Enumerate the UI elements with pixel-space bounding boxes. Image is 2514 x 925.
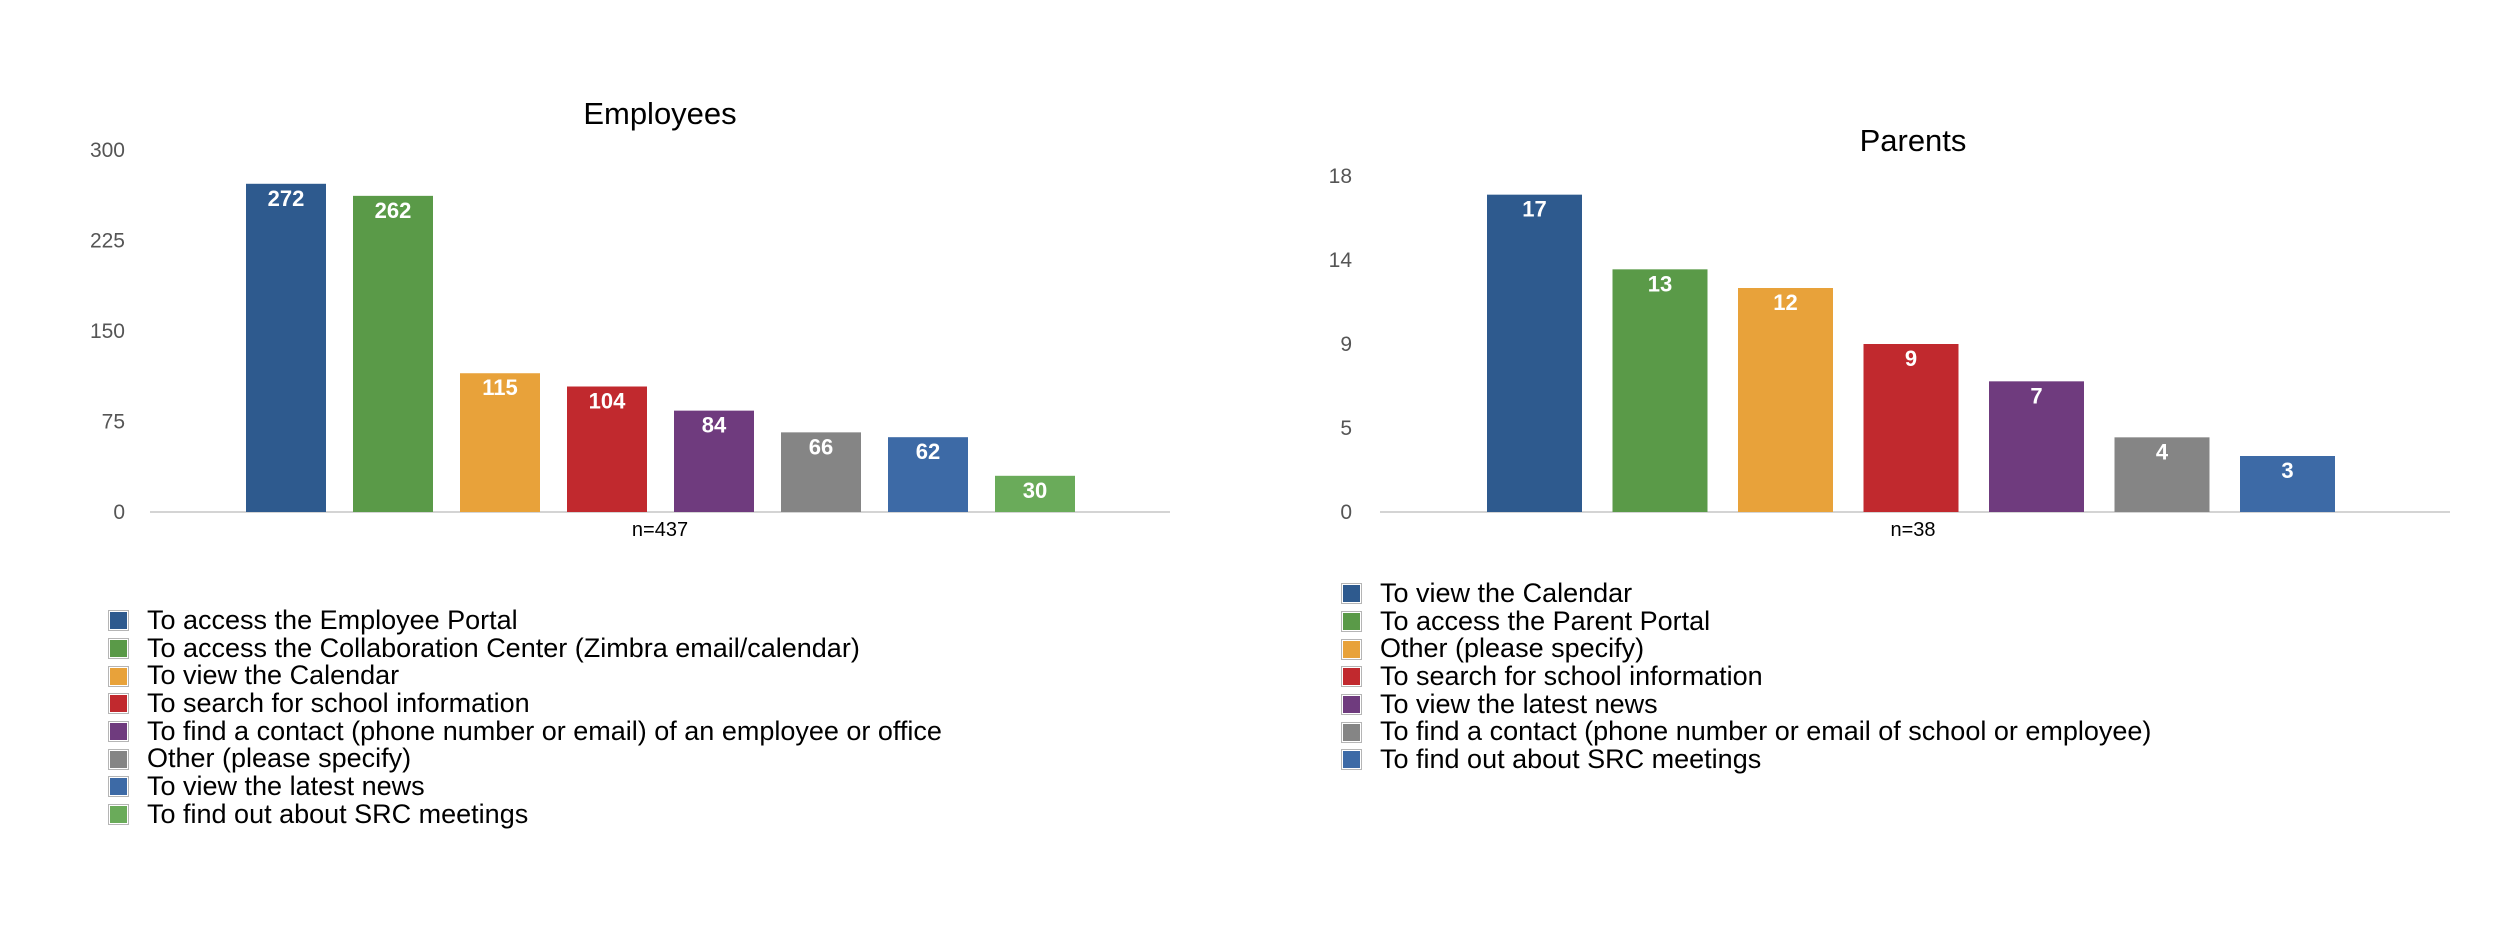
legend-item: To view the latest news [110, 771, 942, 802]
legend-label: To access the Employee Portal [147, 605, 518, 635]
bar-value-label: 62 [916, 439, 940, 464]
legend-label: To search for school information [147, 688, 530, 719]
y-tick-label: 9 [1340, 333, 1352, 356]
bar-to-view-the-calendar [460, 373, 540, 512]
y-tick-label: 75 [102, 411, 125, 434]
bar-to-access-the-collaboration-center-zimbra-email-calendar [353, 195, 433, 512]
bar-to-search-for-school-information [1863, 344, 1959, 512]
legend-item: To find a contact (phone number or email… [110, 715, 942, 746]
legend-label: Other (please specify) [147, 743, 412, 774]
bar-to-access-the-employee-portal [246, 183, 326, 512]
bar-to-access-the-parent-portal [1612, 269, 1708, 512]
y-tick-label: 0 [1340, 501, 1352, 524]
legend-item: To view the Calendar [1343, 578, 2151, 608]
bar-other-please-specify [1738, 288, 1833, 512]
legend-swatch [1343, 723, 1360, 741]
y-tick-label: 18 [1329, 165, 1352, 188]
legend-item: To view the latest news [1343, 688, 2151, 719]
bar-value-label: 272 [268, 186, 305, 211]
legend-item: Other (please specify) [110, 745, 942, 773]
parents-legend: To view the Calendar To access the Parent… [1343, 578, 2151, 775]
legend-item: Other (please specify) [1343, 635, 2151, 663]
employees-legend: To access the Employee Portal To access t… [110, 605, 942, 829]
chart-title: Parents [1860, 123, 1967, 158]
bar-to-find-out-about-src-meetings [995, 475, 1075, 512]
y-axis-ticks: 300 225 150 75 0 [90, 139, 125, 524]
legend-label: To access the Parent Portal [1380, 605, 1711, 636]
bar-to-search-for-school-information [567, 386, 647, 512]
legend-label: To find out about SRC meetings [147, 798, 529, 829]
legend-item: To search for school information [1343, 661, 2151, 692]
legend-item: To access the Collaboration Center (Zimb… [110, 632, 942, 663]
legend-swatch [110, 612, 127, 630]
bar-value-label: 13 [1648, 271, 1672, 296]
legend-swatch [1343, 613, 1360, 631]
legend-item: To find a contact (phone number or email… [1343, 718, 2151, 746]
legend-swatch [110, 667, 127, 685]
y-tick-label: 0 [113, 501, 125, 524]
legend-label: To find a contact (phone number or email… [1380, 716, 2152, 747]
sample-size-note: n=38 [1890, 519, 1935, 541]
bar-value-label: 30 [1023, 478, 1047, 503]
legend-swatch [110, 695, 127, 713]
legend-item: To view the Calendar [110, 662, 942, 690]
legend-swatch [1343, 751, 1360, 769]
bar-value-label: 4 [2156, 439, 2169, 464]
legend-swatch [110, 750, 127, 768]
legend-swatch [1343, 640, 1360, 658]
legend-swatch [110, 778, 127, 796]
sample-size-note: n=437 [632, 519, 688, 541]
legend-item: To search for school information [110, 688, 942, 719]
legend-label: To search for school information [1380, 661, 1763, 692]
bar-value-label: 9 [1905, 346, 1917, 371]
bar-value-label: 12 [1773, 290, 1797, 315]
bar-to-find-a-contact-phone-number-or-email-of-an-employee-or-office [674, 410, 754, 512]
parents-chart: Parents 18 14 9 5 0 17 13 12 9 7 4 3 n=38 [1329, 123, 2450, 541]
y-tick-label: 225 [90, 230, 125, 253]
bar-value-label: 104 [589, 389, 626, 414]
legend-swatch [110, 806, 127, 824]
bar-value-label: 84 [702, 413, 727, 438]
legend-label: To view the Calendar [1380, 578, 1633, 608]
legend-label: Other (please specify) [1380, 633, 1645, 664]
legend-label: To view the latest news [147, 771, 425, 802]
bar-group: 17 13 12 9 7 4 3 [1487, 194, 2335, 512]
bar-value-label: 262 [375, 198, 412, 223]
chart-title: Employees [583, 96, 736, 131]
bar-to-view-the-latest-news [888, 437, 968, 512]
y-tick-label: 14 [1329, 249, 1353, 272]
bar-other-please-specify [781, 432, 861, 512]
legend-swatch [1343, 668, 1360, 686]
bar-value-label: 7 [2030, 383, 2042, 408]
bar-to-view-the-calendar [1487, 194, 1582, 512]
legend-swatch [1343, 585, 1360, 603]
bar-value-label: 17 [1522, 197, 1546, 222]
legend-label: To view the latest news [1380, 688, 1658, 719]
y-tick-label: 300 [90, 139, 125, 162]
bar-to-find-out-about-src-meetings [2240, 456, 2335, 512]
legend-label: To find out about SRC meetings [1380, 744, 1762, 775]
y-tick-label: 5 [1340, 417, 1352, 440]
bar-value-label: 3 [2281, 458, 2293, 483]
bar-value-label: 115 [482, 375, 518, 400]
y-tick-label: 150 [90, 320, 125, 343]
bar-to-find-a-contact-phone-number-or-email-of-school-or-employee [2114, 437, 2210, 512]
legend-item: To find out about SRC meetings [110, 798, 942, 829]
legend-swatch [1343, 696, 1360, 714]
legend-label: To view the Calendar [147, 660, 400, 691]
legend-swatch [110, 640, 127, 658]
employees-chart: Employees 300 225 150 75 0 272 262 115 104 84 66 6… [90, 96, 1170, 541]
legend-item: To access the Employee Portal [110, 605, 942, 635]
bar-group: 272 262 115 104 84 66 62 30 [246, 183, 1075, 512]
bar-to-view-the-latest-news [1989, 381, 2084, 512]
legend-item: To find out about SRC meetings [1343, 744, 2151, 775]
legend-item: To access the Parent Portal [1343, 605, 2151, 636]
bar-value-label: 66 [809, 434, 833, 459]
legend-swatch [110, 723, 127, 741]
y-axis-ticks: 18 14 9 5 0 [1329, 165, 1353, 524]
legend-label: To access the Collaboration Center (Zimb… [147, 632, 860, 663]
legend-label: To find a contact (phone number or email… [147, 715, 942, 746]
